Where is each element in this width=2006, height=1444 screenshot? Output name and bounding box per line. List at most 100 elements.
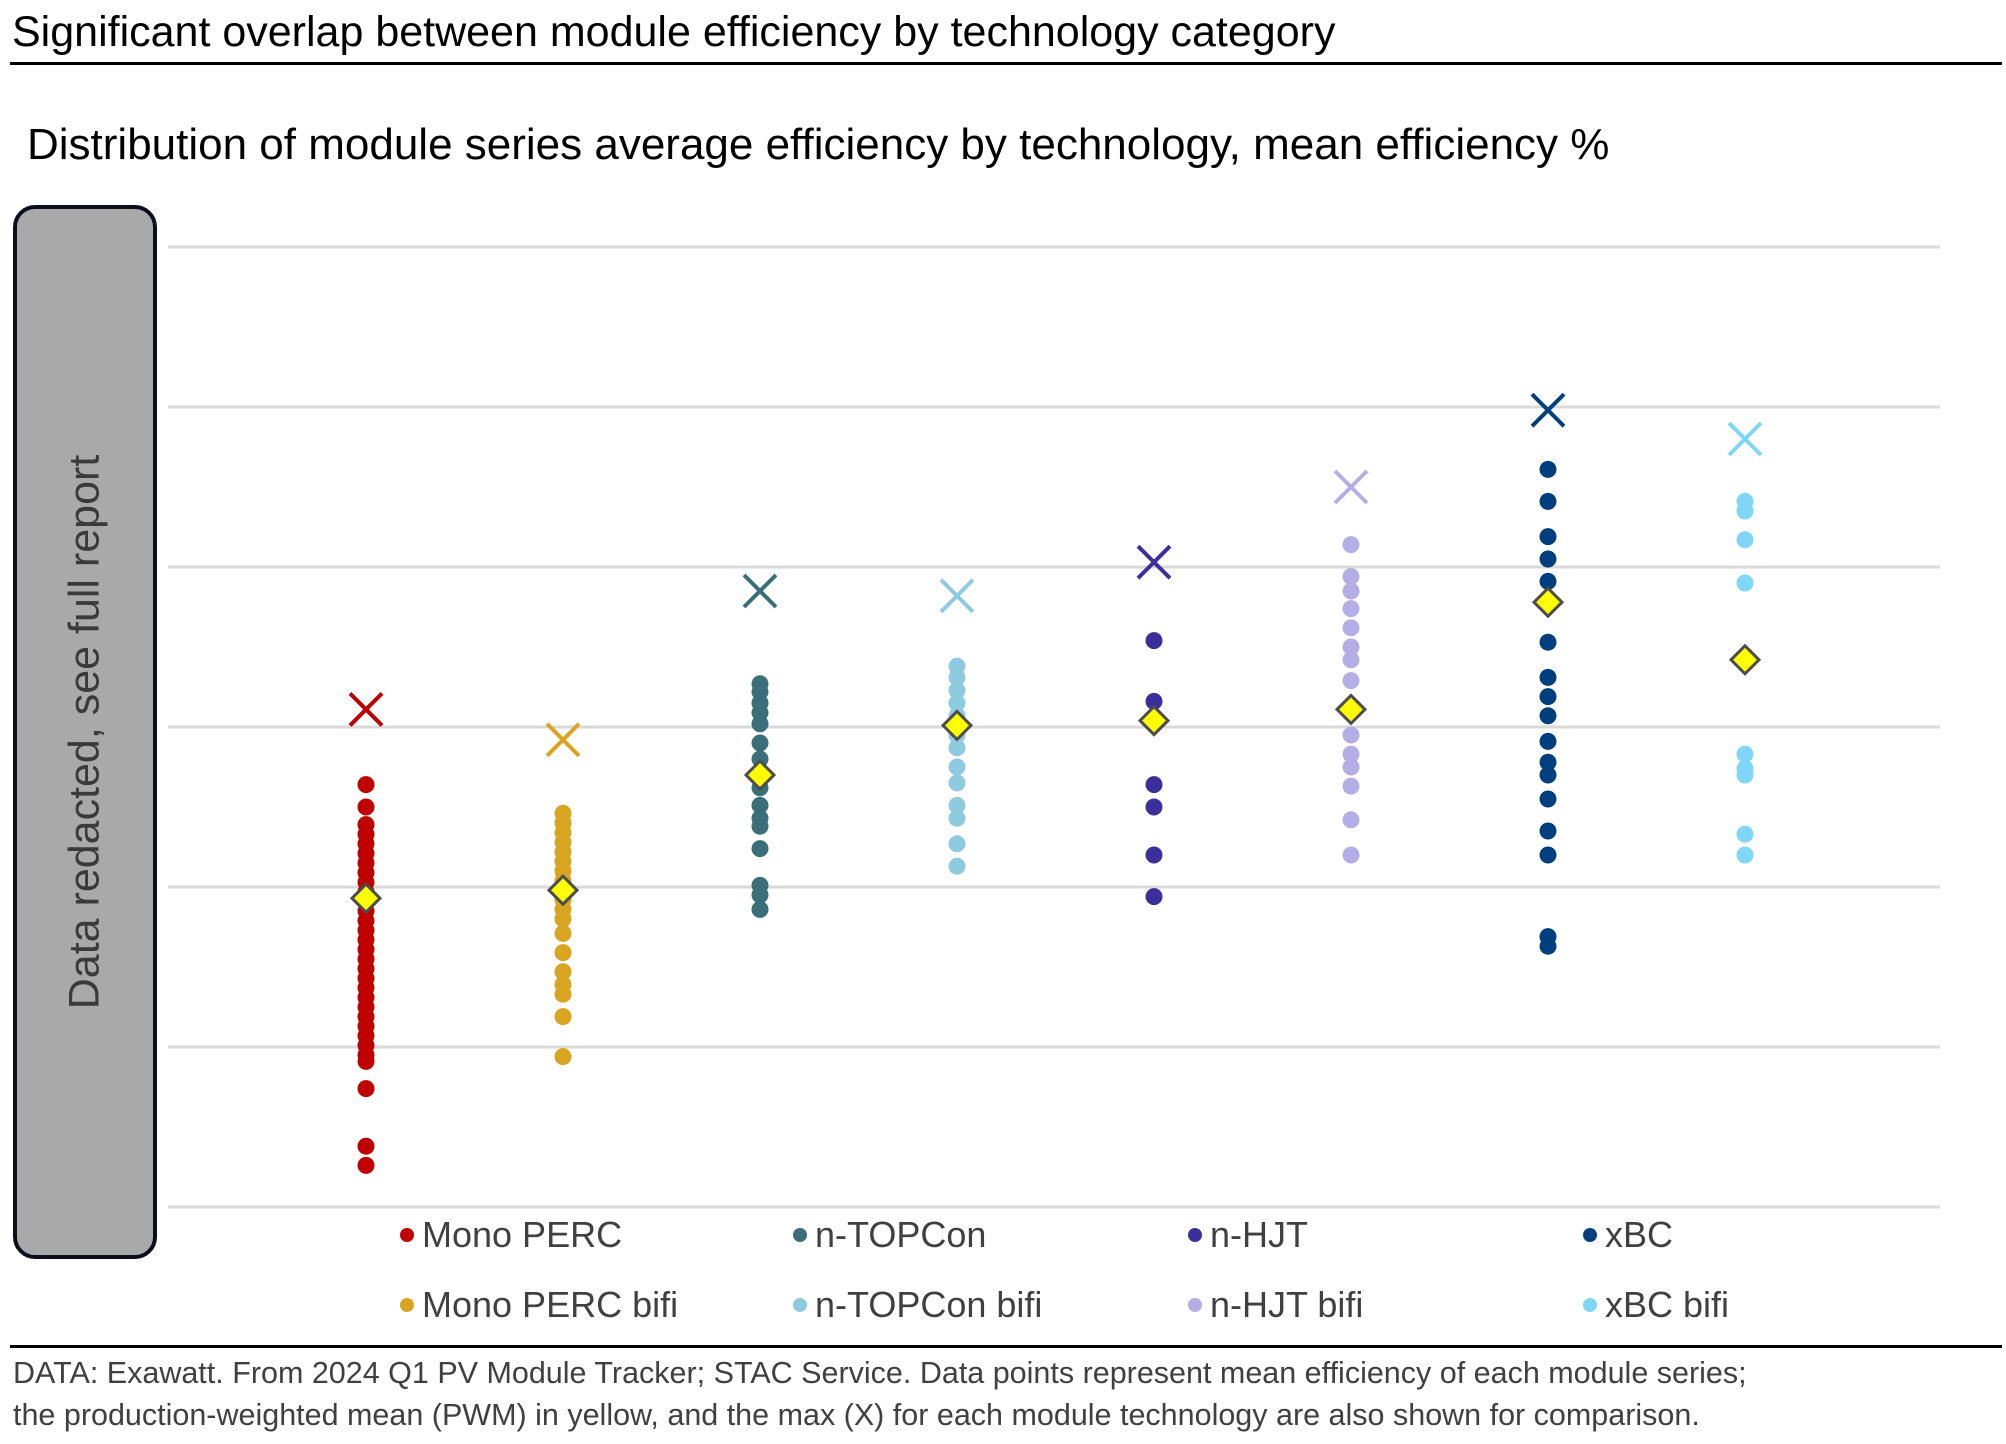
data-point <box>751 734 769 752</box>
legend-item: Mono PERC <box>400 1214 622 1256</box>
data-point <box>948 796 966 814</box>
data-point <box>1342 638 1360 656</box>
data-point <box>1539 688 1557 706</box>
data-point <box>554 1048 572 1066</box>
legend-label: Mono PERC <box>422 1214 623 1255</box>
data-point <box>1539 846 1557 864</box>
pwm-marker <box>743 758 777 792</box>
data-point <box>1145 692 1163 710</box>
legend-item: Mono PERC bifi <box>400 1284 678 1326</box>
data-point <box>1145 798 1163 816</box>
legend-swatch-icon <box>1583 1228 1597 1242</box>
data-point <box>948 758 966 776</box>
data-point <box>751 886 769 904</box>
title-divider <box>10 62 2002 65</box>
data-point <box>1539 668 1557 686</box>
legend-item: n-HJT <box>1188 1214 1308 1256</box>
data-point <box>751 840 769 858</box>
pwm-marker <box>1531 586 1565 619</box>
data-point <box>1342 651 1360 669</box>
data-point <box>751 900 769 918</box>
data-point <box>1342 536 1360 554</box>
data-point <box>1342 811 1360 829</box>
legend-swatch-icon <box>793 1228 807 1242</box>
legend-swatch-icon <box>1188 1228 1202 1242</box>
legend-label: n-TOPCon bifi <box>815 1284 1043 1325</box>
pwm-marker <box>349 882 383 915</box>
data-point <box>1539 528 1557 546</box>
series-n-topcon-bifi <box>939 578 975 875</box>
data-point <box>751 715 769 733</box>
max-marker <box>348 691 384 727</box>
pwm-marker <box>1137 704 1171 737</box>
data-point <box>1539 790 1557 808</box>
data-point <box>1145 888 1163 906</box>
data-point <box>1539 633 1557 651</box>
data-point <box>1736 846 1754 864</box>
data-point <box>357 1052 375 1070</box>
legend-swatch-icon <box>400 1228 414 1242</box>
chart-marks <box>348 392 1763 1174</box>
data-point <box>1342 568 1360 586</box>
max-marker <box>545 722 581 758</box>
legend-item: n-TOPCon <box>793 1214 986 1256</box>
data-point <box>1539 492 1557 510</box>
data-point <box>1539 822 1557 840</box>
data-point <box>948 694 966 712</box>
legend-swatch-icon <box>793 1298 807 1312</box>
data-point <box>1736 502 1754 520</box>
series-xbc-bifi <box>1727 421 1763 864</box>
data-point <box>1145 632 1163 650</box>
data-point <box>1145 846 1163 864</box>
footer-divider <box>10 1345 2002 1348</box>
data-point <box>1342 758 1360 776</box>
data-point <box>1342 777 1360 795</box>
legend-label: xBC bifi <box>1605 1284 1730 1325</box>
data-point <box>948 668 966 686</box>
pwm-marker <box>1728 643 1762 676</box>
legend-label: n-TOPCon <box>815 1214 987 1255</box>
y-axis-redacted-box: Data redacted, see full report <box>13 205 157 1259</box>
data-point <box>1539 937 1557 955</box>
data-point <box>554 1008 572 1026</box>
pwm-marker <box>940 709 974 742</box>
data-point <box>1342 619 1360 637</box>
data-point <box>1539 732 1557 750</box>
legend-item: n-HJT bifi <box>1188 1284 1363 1326</box>
series-xbc <box>1530 392 1566 955</box>
data-point <box>1342 745 1360 763</box>
max-marker <box>1727 421 1763 457</box>
data-point <box>1539 753 1557 771</box>
legend-swatch-icon <box>1188 1298 1202 1312</box>
legend-label: n-HJT <box>1210 1214 1308 1255</box>
max-marker <box>1136 544 1172 580</box>
gridlines <box>168 245 1940 1209</box>
data-point <box>751 796 769 814</box>
max-marker <box>742 573 778 609</box>
data-point <box>1539 460 1557 478</box>
data-point <box>948 809 966 827</box>
legend-label: Mono PERC bifi <box>422 1284 679 1325</box>
legend-label: xBC <box>1605 1214 1674 1255</box>
legend-swatch-icon <box>1583 1298 1597 1312</box>
data-point <box>1342 582 1360 600</box>
data-point <box>1736 574 1754 592</box>
max-marker <box>1530 392 1566 428</box>
series-n-topcon <box>742 573 778 918</box>
series-mono-perc <box>348 691 384 1174</box>
series-n-hjt-bifi <box>1333 469 1369 864</box>
legend-swatch-icon <box>400 1298 414 1312</box>
legend-item: xBC <box>1583 1214 1673 1256</box>
data-point <box>1342 600 1360 618</box>
data-point <box>1539 572 1557 590</box>
data-point <box>554 985 572 1003</box>
data-point <box>1342 846 1360 864</box>
page-title: Significant overlap between module effic… <box>12 8 1336 56</box>
data-point <box>1539 766 1557 784</box>
footer-line-1: DATA: Exawatt. From 2024 Q1 PV Module Tr… <box>13 1356 1747 1390</box>
legend-label: n-HJT bifi <box>1210 1284 1364 1325</box>
data-point <box>948 835 966 853</box>
data-point <box>751 817 769 835</box>
